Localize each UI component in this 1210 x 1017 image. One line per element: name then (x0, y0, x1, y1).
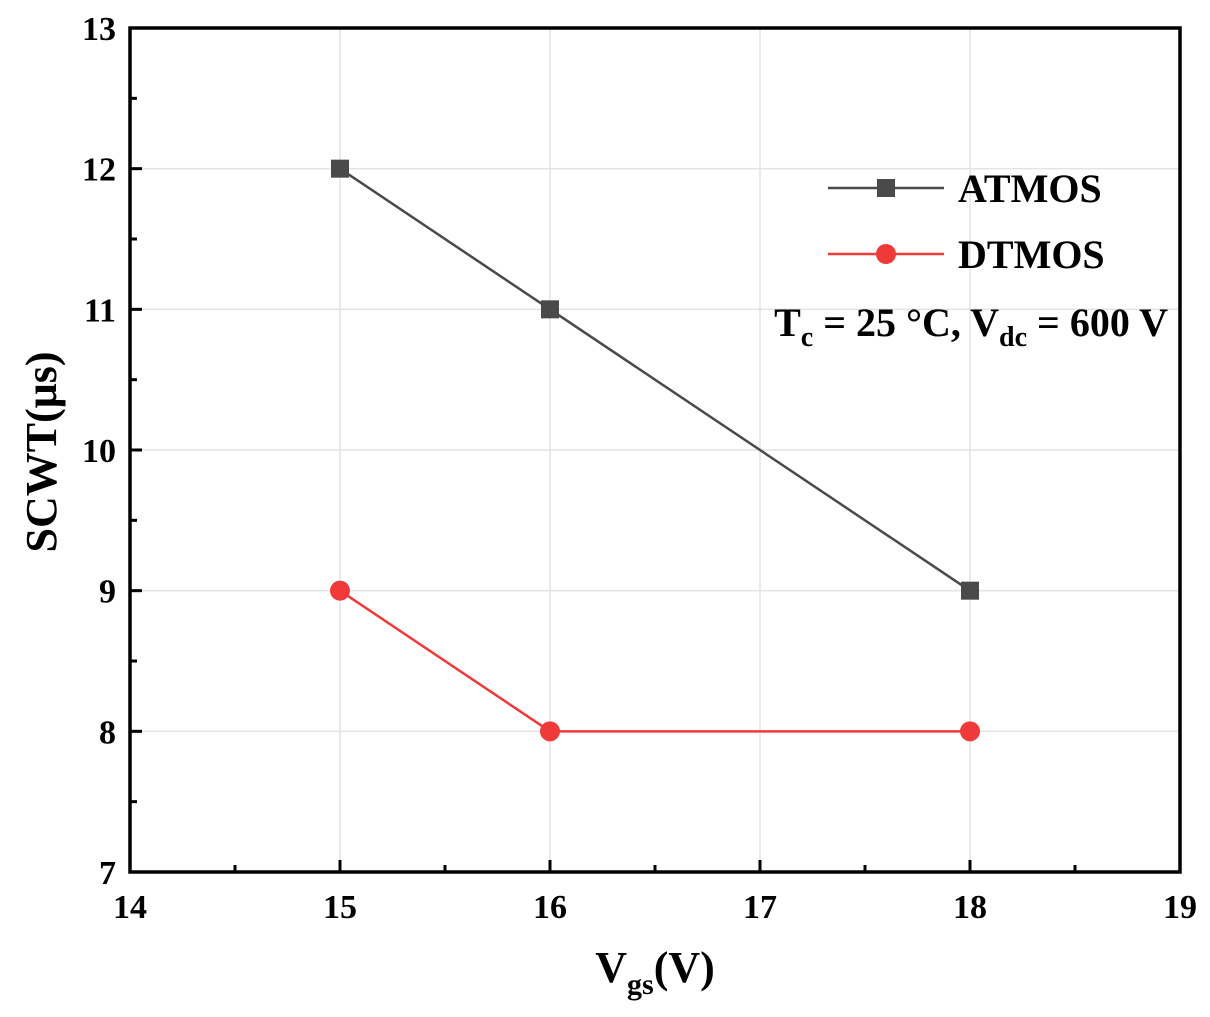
grid (130, 28, 1180, 872)
annotation-t-sub: c (801, 322, 813, 353)
data-point-dtmos (330, 580, 350, 601)
y-tick-label: 13 (82, 11, 116, 48)
data-point-dtmos (540, 721, 560, 742)
x-tick-label: 19 (1163, 889, 1197, 926)
y-axis-title: SCWT(μs) (17, 352, 66, 553)
axis-ticks: 14 15 16 17 18 19 7 8 9 10 11 12 13 (82, 11, 1197, 926)
series (330, 159, 980, 742)
x-tick-label: 15 (323, 889, 357, 926)
legend-item-atmos: ATMOS (828, 166, 1102, 211)
legend-marker-atmos (877, 179, 895, 197)
x-tick-label: 14 (113, 889, 147, 926)
legend-marker-dtmos (876, 244, 896, 264)
series-line-dtmos (339, 589, 970, 733)
series-line-atmos (339, 167, 971, 592)
legend: ATMOS DTMOS (828, 166, 1105, 277)
data-point-atmos (961, 581, 979, 600)
annotation: Tc = 25 °C, Vdc = 600 V (774, 300, 1168, 353)
x-tick-label: 17 (743, 889, 777, 926)
y-tick-label: 9 (99, 574, 116, 611)
x-axis-title-unit: (V) (654, 943, 715, 992)
x-tick-label: 18 (953, 889, 987, 926)
y-tick-label: 12 (82, 152, 116, 189)
x-axis-title-main: V (595, 943, 627, 992)
y-tick-label: 7 (99, 855, 116, 892)
series-atmos (331, 159, 979, 600)
annotation-t: T (774, 300, 801, 345)
y-tick-label: 8 (99, 714, 116, 751)
annotation-v-sub: dc (999, 322, 1027, 353)
legend-label-atmos: ATMOS (958, 166, 1102, 211)
y-tick-label: 10 (82, 433, 116, 470)
data-point-atmos (541, 300, 559, 319)
x-axis-title: Vgs(V) (595, 943, 715, 1001)
x-axis-title-sub: gs (627, 968, 654, 1001)
data-point-dtmos (960, 721, 980, 742)
legend-label-dtmos: DTMOS (958, 232, 1105, 277)
x-tick-label: 16 (533, 889, 567, 926)
annotation-t-rest: = 25 °C, V (813, 300, 999, 345)
series-dtmos (330, 580, 980, 742)
y-tick-label: 11 (84, 292, 116, 329)
annotation-v-rest: = 600 V (1027, 300, 1168, 345)
legend-item-dtmos: DTMOS (828, 232, 1105, 277)
data-point-atmos (331, 159, 349, 178)
